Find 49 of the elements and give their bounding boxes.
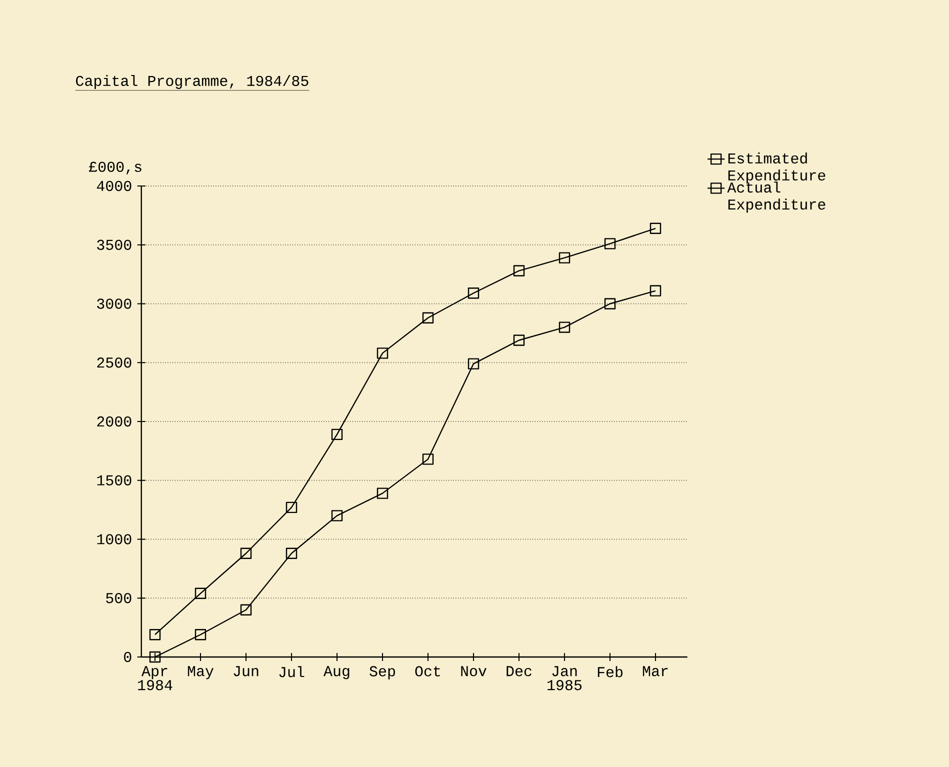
point: [513, 334, 525, 346]
point: [376, 348, 388, 359]
y-tick-label: 4000: [96, 180, 132, 192]
point: [604, 298, 616, 310]
y-tick-label: 1500: [97, 475, 132, 486]
x-tick-label: Oct: [415, 666, 440, 676]
point: [194, 629, 206, 640]
x-tick-label: Dec: [506, 666, 532, 676]
point: [149, 629, 161, 640]
point: [422, 454, 434, 465]
point: [286, 548, 298, 559]
point: [650, 222, 662, 234]
point: [558, 322, 570, 333]
point: [194, 588, 206, 600]
y-tick-label: 3000: [97, 298, 132, 309]
point: [331, 428, 343, 440]
point: [286, 502, 298, 514]
y-tick-label: 2000: [97, 416, 132, 427]
point: [149, 651, 161, 663]
x-tick-label: Jun: [234, 666, 258, 676]
y-axis-title: £000,s: [89, 162, 142, 174]
point: [468, 358, 480, 370]
x-tick-label: Aug: [324, 666, 350, 680]
legend-label: Actual Expenditure: [727, 182, 826, 213]
point: [650, 285, 662, 296]
point: [604, 238, 616, 250]
point: [240, 604, 252, 616]
point: [558, 252, 570, 264]
x-tick-label: Sep: [370, 666, 395, 680]
point: [468, 288, 480, 299]
x-tick-label: Nov: [461, 666, 486, 676]
y-tick-label: 3500: [97, 240, 132, 250]
x-tick-label: Feb: [598, 666, 622, 678]
x-tick-label: Mar: [642, 666, 668, 676]
x-tick-label: Jan 1985: [548, 666, 582, 690]
point: [513, 265, 525, 276]
point: [240, 548, 252, 559]
y-tick-label: 1000: [97, 534, 132, 544]
y-tick-label: 500: [106, 593, 132, 604]
x-tick-label: Jul: [279, 666, 304, 678]
x-tick-label: May: [188, 666, 214, 680]
y-tick-label: 0: [124, 652, 132, 662]
y-tick-label: 2500: [97, 358, 132, 368]
point: [376, 488, 388, 499]
legend-label: Estimated Expenditure: [728, 152, 826, 184]
x-tick-label: Apr 1984: [138, 666, 172, 690]
chart-title: Capital Programme, 1984/85: [76, 74, 308, 89]
point: [331, 510, 343, 522]
point: [422, 312, 434, 324]
